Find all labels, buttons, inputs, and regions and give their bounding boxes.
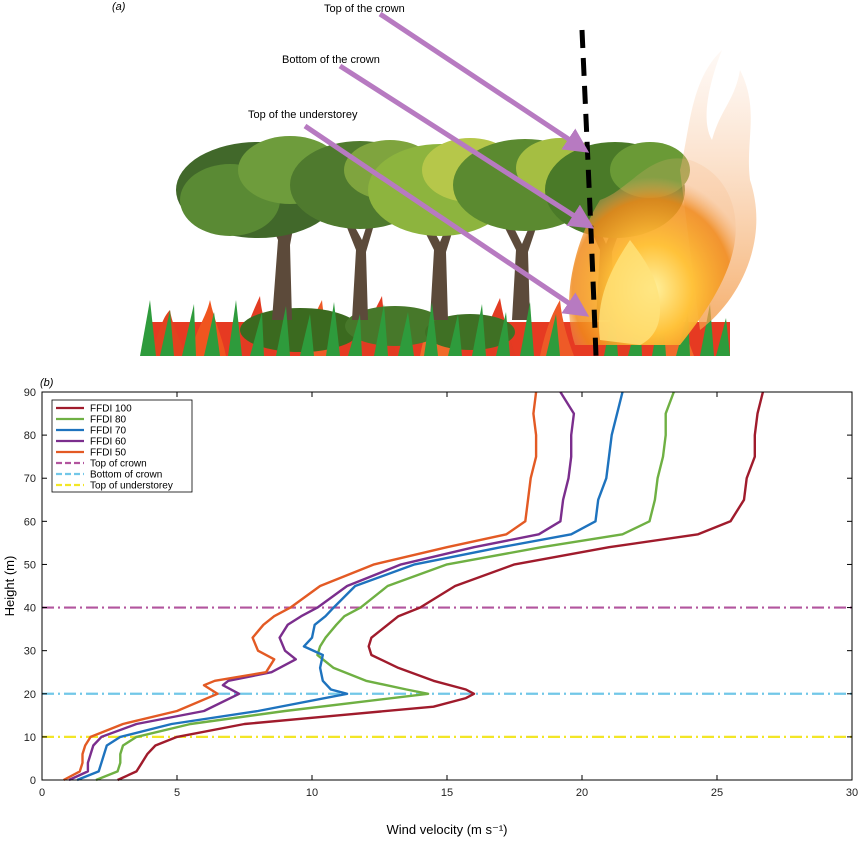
legend-label-7: Bottom of crown [90,470,162,481]
forest-illustration: (a) [112,1,757,357]
legend-label-3: FFDI 70 [90,426,127,437]
x-axis-label: Wind velocity (m s⁻¹) [387,822,508,837]
x-tick-label: 5 [174,787,180,799]
x-tick-label: 15 [441,787,453,799]
y-axis-ticks: 0 10 20 30 40 50 60 70 80 90 [24,387,852,787]
top-crown-label: Top of the crown [324,3,405,15]
legend-box [51,399,193,493]
legend-label-1: FFDI 100 [90,404,132,415]
x-tick-label: 10 [306,787,318,799]
bottom-crown-label: Bottom of the crown [282,54,380,66]
y-tick-label: 70 [24,473,36,485]
legend-label-2: FFDI 80 [90,415,127,426]
panel-b-label: (b) [40,377,54,389]
reference-lines [42,606,852,738]
series-line-5 [63,391,538,782]
x-tick-label: 20 [576,787,588,799]
legend-label-8: Top of understorey [90,481,173,492]
wind-profile-chart: (b) 0 5 10 15 20 25 30 0 10 20 30 40 50 60 70 80 90 Win… [2,377,858,837]
crown-fire [569,50,757,345]
y-tick-label: 30 [24,646,36,658]
series-line-4 [68,391,576,782]
series-line-2 [95,391,675,782]
x-tick-label: 30 [846,787,858,799]
y-tick-label: 20 [24,689,36,701]
series-line-1 [117,391,765,782]
y-tick-label: 50 [24,559,36,571]
panel-a-label: (a) [112,1,126,13]
y-tick-label: 40 [24,603,36,615]
legend-label-6: Top of crown [90,459,147,470]
y-axis-label: Height (m) [2,556,17,617]
series-line-3 [76,391,624,782]
top-crown-arrow [378,11,590,153]
legend-label-5: FFDI 50 [90,448,127,459]
top-understorey-arrow [303,123,590,317]
x-tick-label: 0 [39,787,45,799]
y-tick-label: 90 [24,387,36,399]
bottom-crown-arrow [338,63,595,229]
x-tick-label: 25 [711,787,723,799]
top-understorey-label: Top of the understorey [248,109,358,121]
y-tick-label: 0 [30,775,36,787]
y-tick-label: 60 [24,516,36,528]
legend-label-4: FFDI 60 [90,437,127,448]
y-tick-label: 10 [24,732,36,744]
y-tick-label: 80 [24,430,36,442]
series-lines [63,391,765,782]
x-axis-ticks: 0 5 10 15 20 25 30 [39,392,858,799]
grass [140,300,730,356]
fire-front-line [579,29,599,357]
